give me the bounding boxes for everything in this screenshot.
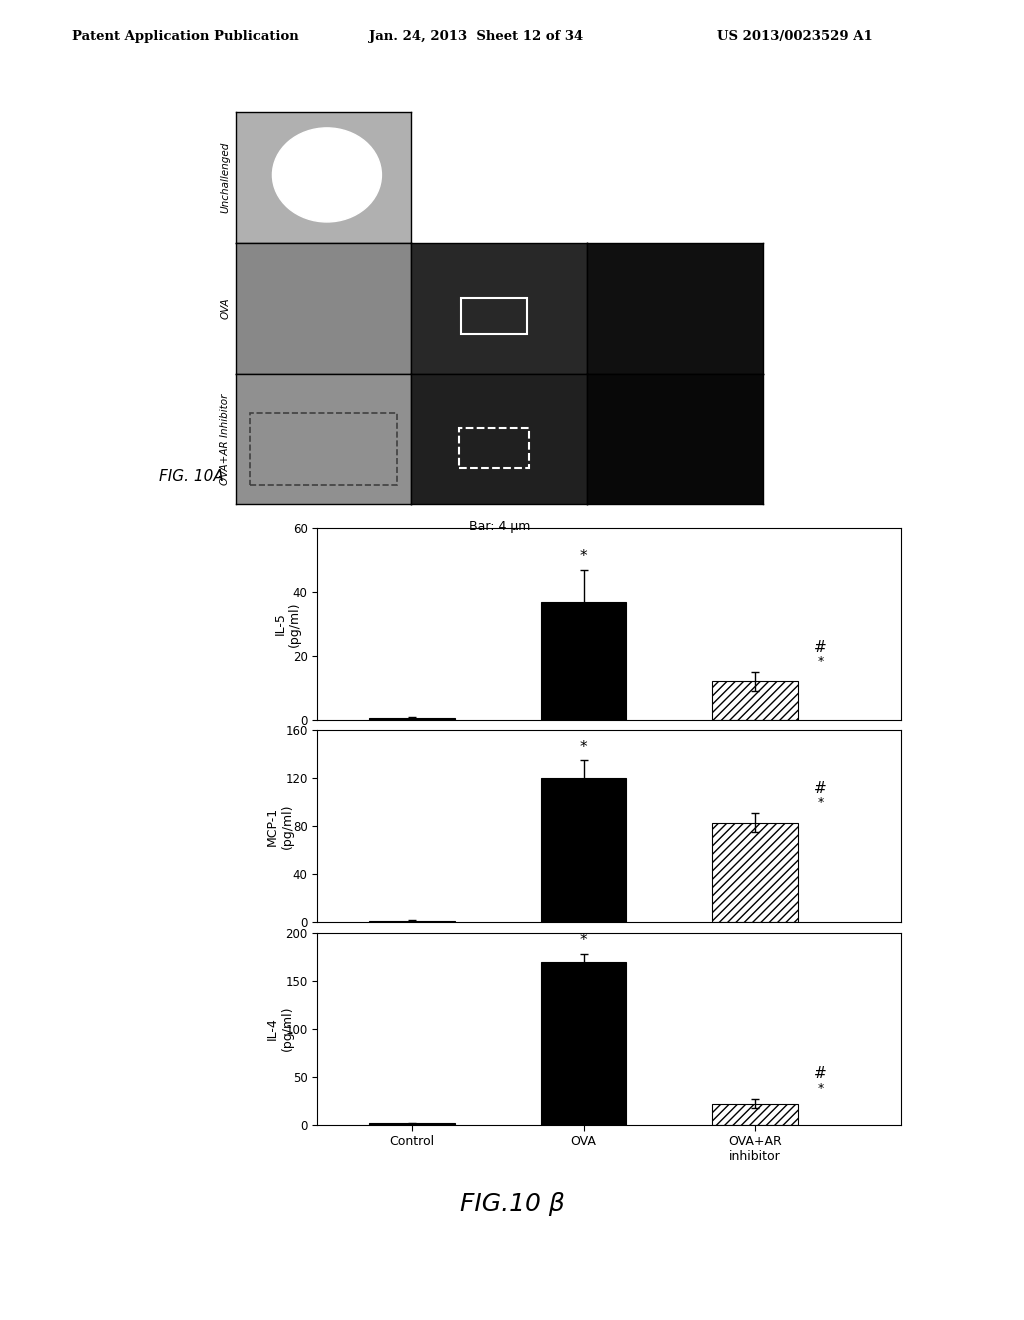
Bar [541, 779, 627, 923]
Y-axis label: IL-4
(pg/ml): IL-4 (pg/ml) [266, 1006, 294, 1052]
Bar [713, 681, 798, 719]
Text: FIG. 10A: FIG. 10A [159, 470, 223, 484]
Text: US 2013/0023529 A1: US 2013/0023529 A1 [717, 30, 872, 44]
Bar [713, 822, 798, 923]
Text: *: * [580, 739, 588, 755]
Text: Jan. 24, 2013  Sheet 12 of 34: Jan. 24, 2013 Sheet 12 of 34 [369, 30, 583, 44]
Text: Unchallenged: Unchallenged [220, 141, 230, 214]
Bar [459, 429, 529, 467]
Ellipse shape [272, 128, 381, 222]
Text: OVA: OVA [220, 297, 230, 319]
Bar [713, 1104, 798, 1125]
Text: OVA+AR Inhibitor: OVA+AR Inhibitor [220, 393, 230, 484]
Bar [541, 961, 627, 1125]
Text: *: * [817, 1082, 823, 1094]
Text: Patent Application Publication: Patent Application Publication [72, 30, 298, 44]
Bar [250, 413, 397, 484]
Text: *: * [580, 933, 588, 948]
Text: *: * [817, 655, 823, 668]
Bar [369, 1123, 455, 1125]
Text: #: # [814, 781, 826, 796]
Text: *: * [580, 549, 588, 564]
Y-axis label: MCP-1
(pg/ml): MCP-1 (pg/ml) [266, 804, 294, 849]
Text: #: # [814, 640, 826, 655]
Bar [369, 718, 455, 719]
Bar [541, 602, 627, 719]
Text: #: # [814, 1067, 826, 1081]
Text: *: * [817, 796, 823, 809]
Text: Bar: 4 μm: Bar: 4 μm [469, 520, 529, 533]
Text: FIG.10 β: FIG.10 β [460, 1192, 564, 1216]
Bar [461, 298, 527, 334]
Y-axis label: IL-5
(pg/ml): IL-5 (pg/ml) [273, 601, 301, 647]
